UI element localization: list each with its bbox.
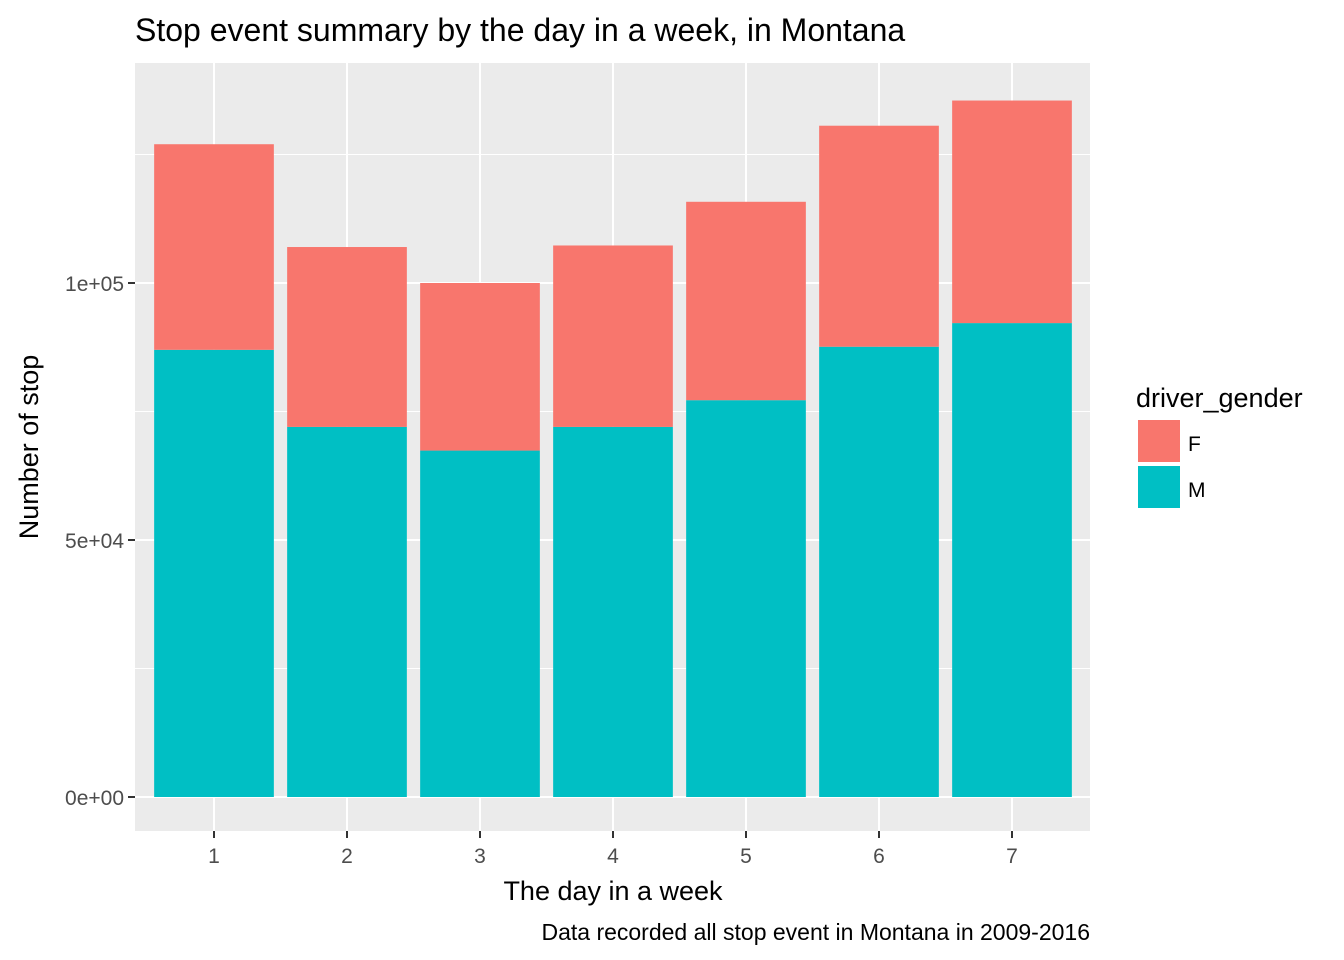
legend-key-m — [1138, 466, 1180, 508]
y-tick-label: 5e+04 — [65, 530, 124, 553]
bar-day-1-f — [154, 144, 274, 350]
x-tick-label: 6 — [873, 845, 885, 868]
bars — [154, 100, 1072, 797]
bar-day-6-f — [819, 125, 939, 347]
chart-caption: Data recorded all stop event in Montana … — [541, 919, 1090, 945]
legend-label-m: M — [1188, 479, 1206, 502]
bar-day-3-f — [420, 283, 540, 451]
axes: 0e+00 5e+04 1e+05 1 2 3 4 5 6 7 — [65, 273, 1018, 868]
y-tick-label: 0e+00 — [65, 787, 124, 810]
x-tick-label: 4 — [607, 845, 619, 868]
legend-label-f: F — [1188, 433, 1201, 456]
bar-day-2-f — [287, 247, 407, 427]
bar-day-3-m — [420, 450, 540, 797]
y-tick-label: 1e+05 — [65, 273, 124, 296]
legend: driver_gender F M — [1136, 383, 1303, 508]
bar-day-5-m — [686, 400, 806, 797]
x-axis-title: The day in a week — [503, 876, 723, 906]
bar-day-1-m — [154, 349, 274, 797]
y-axis-title: Number of stop — [14, 355, 44, 540]
bar-day-5-f — [686, 201, 806, 401]
x-tick-label: 3 — [474, 845, 486, 868]
bar-day-6-m — [819, 346, 939, 797]
x-tick-label: 2 — [341, 845, 353, 868]
bar-day-7-m — [952, 323, 1072, 797]
legend-key-f — [1138, 420, 1180, 462]
bar-day-7-f — [952, 100, 1072, 324]
bar-day-2-m — [287, 426, 407, 797]
x-tick-label: 5 — [740, 845, 752, 868]
x-tick-label: 1 — [208, 845, 220, 868]
bar-day-4-m — [553, 426, 673, 797]
chart-title: Stop event summary by the day in a week,… — [135, 12, 905, 48]
x-tick-label: 7 — [1006, 845, 1018, 868]
legend-title: driver_gender — [1136, 383, 1303, 413]
bar-day-4-f — [553, 245, 673, 427]
